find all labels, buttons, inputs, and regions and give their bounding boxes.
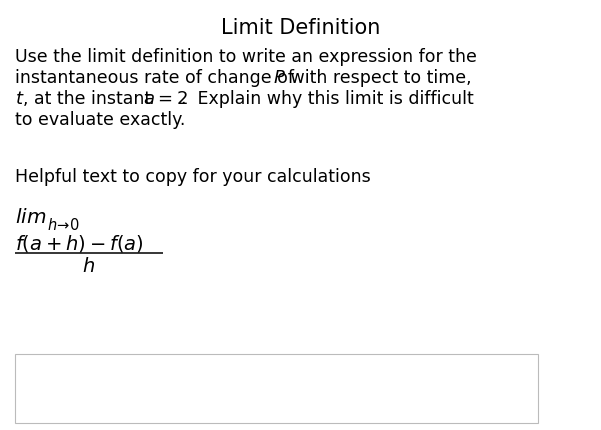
Text: Helpful text to copy for your calculations: Helpful text to copy for your calculatio… bbox=[15, 168, 371, 186]
Text: $\mathit{t}$: $\mathit{t}$ bbox=[15, 90, 25, 108]
Text: $h$: $h$ bbox=[82, 256, 96, 275]
Text: Limit Definition: Limit Definition bbox=[221, 18, 380, 38]
Text: $\mathit{lim}$: $\mathit{lim}$ bbox=[15, 208, 46, 227]
Text: to evaluate exactly.: to evaluate exactly. bbox=[15, 111, 185, 129]
Text: Use the limit definition to write an expression for the: Use the limit definition to write an exp… bbox=[15, 48, 477, 66]
Text: .  Explain why this limit is difficult: . Explain why this limit is difficult bbox=[181, 90, 474, 108]
Text: with respect to time,: with respect to time, bbox=[285, 69, 472, 87]
Text: $f(a+h)-f(a)$: $f(a+h)-f(a)$ bbox=[15, 233, 144, 253]
Text: $a = 2$: $a = 2$ bbox=[143, 90, 188, 108]
Text: instantaneous rate of change of: instantaneous rate of change of bbox=[15, 69, 299, 87]
Text: $h\!\rightarrow\!0$: $h\!\rightarrow\!0$ bbox=[47, 216, 80, 233]
Text: , at the instant: , at the instant bbox=[23, 90, 157, 108]
Text: $\mathit{P}$: $\mathit{P}$ bbox=[273, 69, 286, 87]
Bar bbox=[15, 354, 538, 423]
